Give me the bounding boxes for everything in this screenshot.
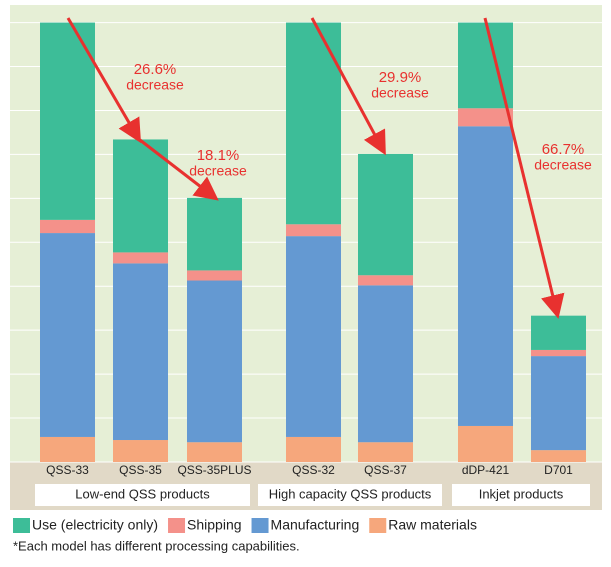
annotation-value: 18.1% [197, 147, 240, 164]
bar-segment [113, 139, 168, 253]
x-tick-label: QSS-33 [46, 463, 89, 477]
legend-swatch [369, 518, 387, 533]
legend-label: Shipping [187, 517, 242, 533]
x-tick-label: QSS-32 [292, 463, 335, 477]
group-label: Inkjet products [479, 486, 564, 501]
bar-segment [40, 22, 95, 220]
bar-segment [358, 153, 413, 276]
bar-segment [531, 450, 586, 462]
bar-segment [358, 275, 413, 286]
arrow [310, 17, 386, 156]
bar-segment [358, 442, 413, 462]
bar-segment [531, 315, 586, 350]
bar-segment [187, 442, 242, 462]
x-tick-label: QSS-37 [364, 463, 407, 477]
legend-swatch [168, 518, 186, 533]
bar-segment [113, 440, 168, 462]
arrow [483, 17, 565, 319]
arrow [139, 138, 219, 201]
bar-segment [113, 263, 168, 441]
group-box [35, 484, 250, 506]
bar-segment [187, 197, 242, 271]
arrow [66, 17, 142, 144]
legend-label: Manufacturing [271, 517, 360, 533]
legend-label: Use (electricity only) [32, 517, 158, 533]
group-label: Low-end QSS products [75, 486, 210, 501]
x-tick-label: dDP-421 [462, 463, 510, 477]
bar-segment [286, 236, 341, 437]
x-tick-label: QSS-35 [119, 463, 162, 477]
group-box [258, 484, 442, 506]
bar-segment [286, 22, 341, 225]
annotation-value: 26.6% [134, 61, 177, 78]
bar-segment [187, 280, 242, 443]
bar-segment [531, 356, 586, 451]
legend-swatch [251, 518, 269, 533]
bar-segment [458, 108, 513, 127]
annotation-text: decrease [534, 157, 592, 173]
bar-segment [40, 436, 95, 462]
bar-segment [458, 126, 513, 426]
legend-label: Raw materials [388, 517, 477, 533]
bar-segment [531, 349, 586, 357]
x-tick-label: QSS-35PLUS [177, 463, 251, 477]
x-tick-label: D701 [544, 463, 573, 477]
bar-segment [458, 425, 513, 462]
annotation-value: 29.9% [379, 69, 422, 86]
footnote: *Each model has different processing cap… [13, 538, 300, 553]
bar-segment [187, 270, 242, 281]
annotation-text: decrease [189, 163, 247, 179]
bar-segment [286, 436, 341, 462]
bar-segment [113, 252, 168, 264]
annotation-value: 66.7% [542, 141, 585, 158]
bar-segment [40, 233, 95, 437]
annotation-text: decrease [126, 77, 184, 93]
group-label: High capacity QSS products [269, 486, 432, 501]
bar-segment [286, 224, 341, 237]
legend-swatch [13, 518, 30, 533]
group-box [452, 484, 590, 506]
bar-segment [358, 285, 413, 443]
annotation-text: decrease [371, 85, 429, 101]
bar-segment [40, 219, 95, 234]
